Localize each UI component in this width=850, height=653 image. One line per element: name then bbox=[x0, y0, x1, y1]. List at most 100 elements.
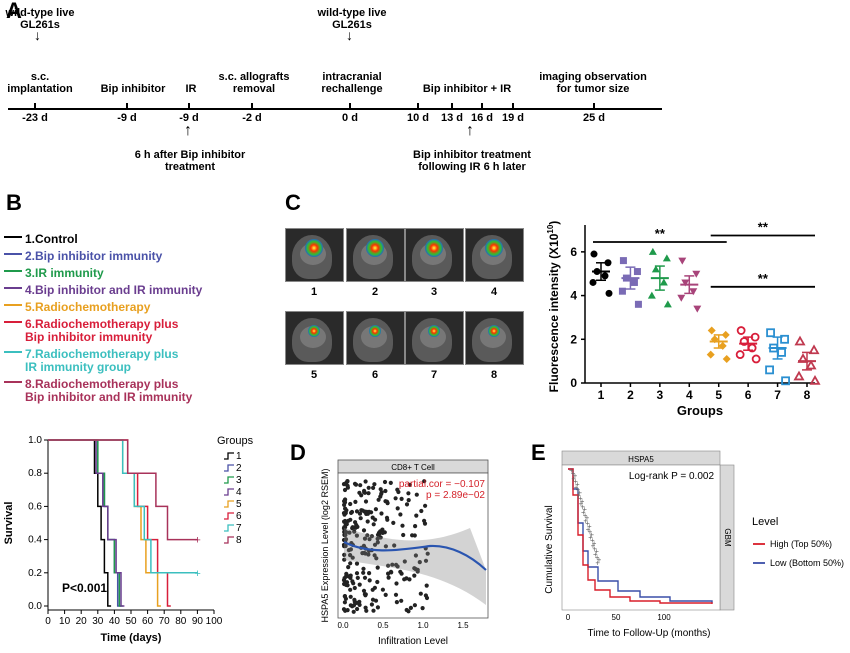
x-tick-label: 1.5 bbox=[457, 621, 469, 630]
data-point bbox=[647, 291, 656, 299]
y-tick-label: 0.8 bbox=[28, 468, 42, 479]
data-point bbox=[365, 533, 370, 538]
data-point bbox=[367, 571, 372, 576]
x-axis-label: Time (days) bbox=[101, 632, 162, 644]
data-point bbox=[362, 536, 368, 541]
censor-mark: + bbox=[571, 469, 576, 478]
data-point bbox=[394, 581, 399, 586]
data-point bbox=[372, 542, 378, 547]
image-label: 6 bbox=[371, 369, 379, 381]
legend-swatch bbox=[224, 536, 234, 544]
data-point bbox=[662, 254, 671, 262]
legend-entry: 6.Radiochemotherapy plus Bip inhibitor im… bbox=[4, 318, 178, 344]
confidence-band bbox=[344, 528, 486, 605]
data-point bbox=[414, 513, 419, 518]
signal-blob bbox=[308, 325, 320, 337]
signal-blob bbox=[488, 325, 500, 337]
data-point bbox=[394, 600, 399, 605]
y-tick-label: 0.6 bbox=[28, 501, 42, 512]
data-point bbox=[424, 583, 429, 588]
censor-mark: + bbox=[592, 544, 597, 553]
censor-mark: + bbox=[592, 539, 597, 548]
data-point bbox=[681, 279, 690, 287]
data-point bbox=[355, 575, 360, 580]
survival-line bbox=[48, 439, 125, 607]
data-point bbox=[362, 550, 367, 556]
data-point bbox=[805, 359, 817, 370]
day-label: -9 d bbox=[179, 112, 199, 124]
data-point bbox=[353, 482, 359, 487]
x-tick-label: 50 bbox=[125, 616, 137, 627]
data-point bbox=[388, 569, 394, 574]
data-point bbox=[342, 497, 348, 502]
data-point bbox=[797, 353, 809, 363]
timeline-tick bbox=[481, 103, 483, 109]
censor-mark: + bbox=[583, 516, 588, 525]
event-label: Bip inhibitor bbox=[100, 83, 166, 95]
data-point bbox=[363, 499, 369, 504]
legend-entry: 7.Radiochemotherapy plus IR immunity grou… bbox=[4, 348, 178, 374]
censor-mark: + bbox=[578, 494, 583, 503]
panel-a-letter: A bbox=[6, 0, 22, 23]
timeline-tick bbox=[188, 103, 190, 109]
legend-swatch bbox=[4, 350, 22, 353]
data-point bbox=[735, 350, 745, 359]
data-point bbox=[710, 335, 719, 344]
cell-line-label: wild-type live GL261s bbox=[5, 7, 75, 31]
y-tick-label: 0 bbox=[570, 376, 577, 390]
data-point bbox=[380, 587, 385, 592]
data-point bbox=[375, 565, 380, 570]
data-point bbox=[344, 521, 349, 526]
data-point bbox=[349, 510, 354, 515]
censor-mark: + bbox=[595, 553, 600, 562]
x-tick-label: 20 bbox=[76, 616, 88, 627]
data-point bbox=[422, 518, 427, 523]
data-point bbox=[394, 562, 399, 567]
data-point bbox=[390, 562, 395, 567]
mouse-image bbox=[285, 311, 344, 365]
data-point bbox=[678, 257, 687, 265]
facet-top-label: HSPA5 bbox=[628, 455, 654, 464]
up-arrow-icon: ↑ bbox=[184, 122, 192, 139]
panel-e-letter: E bbox=[531, 440, 546, 465]
data-point bbox=[404, 607, 409, 613]
event-label: imaging observation for tumor size bbox=[539, 71, 647, 95]
legend-entry: 1.Control bbox=[4, 233, 78, 246]
data-point bbox=[351, 603, 357, 608]
data-point bbox=[425, 551, 430, 556]
censor-mark: + bbox=[574, 483, 579, 492]
data-point bbox=[722, 354, 731, 363]
image-label: 1 bbox=[310, 286, 318, 298]
timeline-tick bbox=[126, 103, 128, 109]
data-point bbox=[342, 512, 347, 517]
y-axis-label: Fluorescence intensity (X1010) bbox=[546, 221, 561, 393]
survival-line-high bbox=[568, 468, 713, 604]
censor-mark: + bbox=[595, 558, 600, 567]
censor-mark: + bbox=[194, 535, 200, 547]
up-arrow-icon: ↑ bbox=[466, 122, 474, 139]
data-point bbox=[346, 565, 351, 570]
censor-mark: + bbox=[591, 542, 596, 551]
data-point bbox=[364, 608, 369, 613]
data-point bbox=[407, 577, 412, 582]
data-point bbox=[342, 487, 348, 493]
legend-label: 2 bbox=[236, 463, 242, 474]
data-point bbox=[391, 520, 396, 525]
censor-mark: + bbox=[585, 514, 590, 523]
mouse-image bbox=[465, 228, 524, 282]
data-point bbox=[396, 489, 401, 495]
data-point bbox=[371, 608, 376, 613]
data-point bbox=[386, 563, 391, 568]
panel-b-letter: B bbox=[6, 190, 22, 215]
x-tick-label: 30 bbox=[92, 616, 104, 627]
data-point bbox=[357, 490, 362, 495]
censor-mark: + bbox=[194, 568, 200, 580]
data-point bbox=[371, 522, 376, 527]
data-point bbox=[385, 501, 390, 506]
data-point bbox=[343, 543, 348, 548]
data-point bbox=[366, 485, 371, 490]
censor-mark: + bbox=[573, 472, 578, 481]
legend-swatch bbox=[4, 252, 22, 255]
survival-line bbox=[48, 439, 198, 574]
data-point bbox=[355, 606, 360, 612]
